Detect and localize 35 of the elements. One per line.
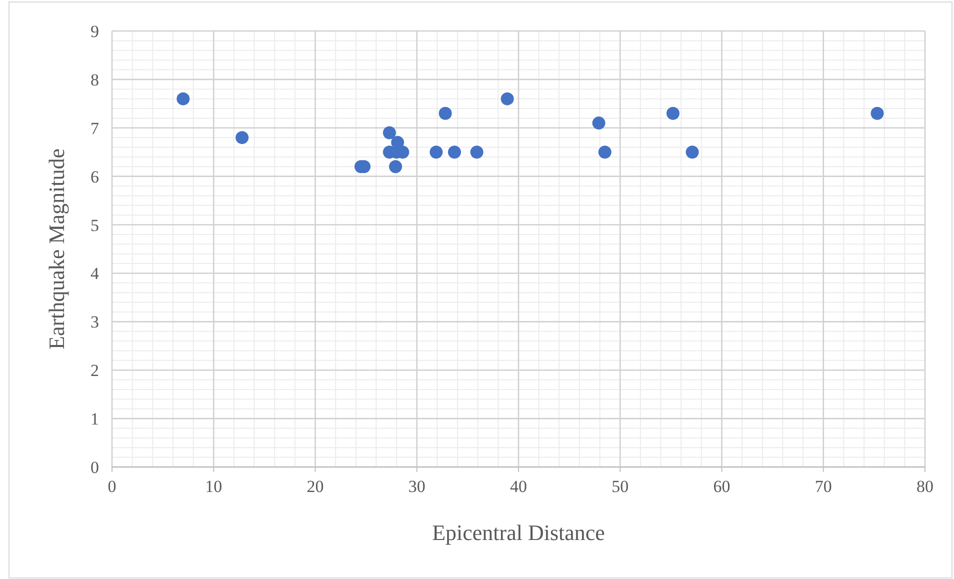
x-tick-label: 30 [408, 477, 426, 496]
x-axis-title: Epicentral Distance [432, 520, 605, 545]
point [870, 106, 884, 120]
x-tick-label: 0 [108, 477, 116, 496]
y-tick-label: 5 [90, 216, 99, 235]
point [598, 146, 612, 159]
y-tick-label: 6 [90, 167, 99, 186]
y-tick-label: 2 [90, 361, 99, 380]
point [236, 131, 249, 144]
point [448, 146, 461, 159]
x-tick-label: 80 [916, 477, 934, 496]
point [430, 146, 443, 159]
x-tick-label: 20 [306, 477, 324, 496]
point [666, 106, 680, 120]
y-tick-label: 3 [90, 312, 99, 332]
point [438, 106, 452, 120]
y-tick-label: 8 [90, 70, 99, 90]
y-tick-label: 4 [90, 264, 100, 284]
x-tick-label: 50 [612, 477, 629, 496]
point [382, 126, 396, 140]
x-tick-label: 40 [510, 477, 527, 496]
y-axis-title: Earthquake Magnitude [44, 148, 69, 350]
point [389, 160, 402, 174]
point [176, 92, 190, 106]
point [592, 116, 606, 130]
point [686, 146, 699, 159]
x-tick-label: 10 [205, 477, 222, 496]
y-tick-label: 7 [90, 118, 100, 138]
x-tick-label: 70 [814, 477, 832, 496]
y-tick-label: 1 [90, 410, 99, 429]
point [470, 146, 484, 159]
y-tick-label: 0 [90, 458, 99, 477]
point [500, 92, 514, 106]
x-tick-label: 60 [713, 477, 730, 496]
y-tick-label: 9 [90, 22, 99, 41]
